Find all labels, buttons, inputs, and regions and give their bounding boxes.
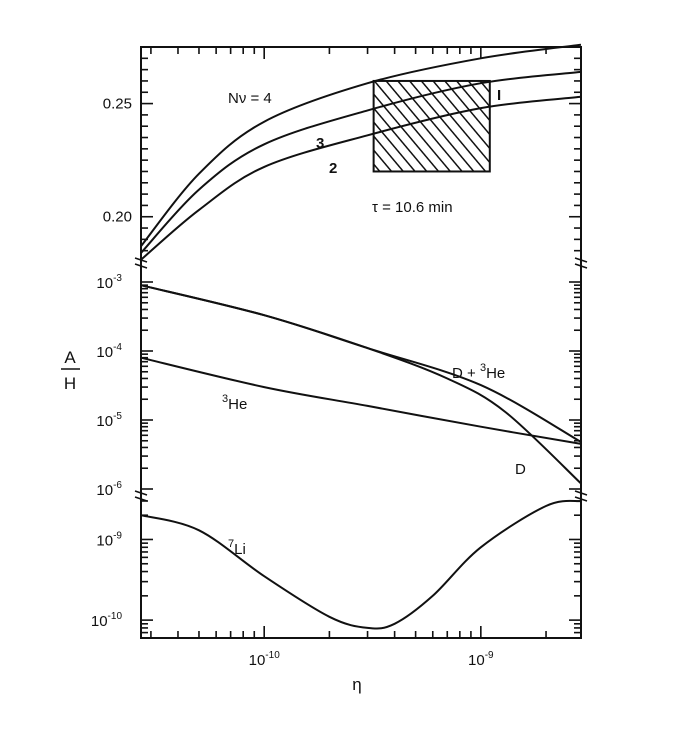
curve-nnu-2 <box>140 95 582 261</box>
x-axis-label: η <box>352 675 361 694</box>
plot-frame <box>140 46 582 639</box>
y-axis-label: A H <box>61 348 80 393</box>
hatched-allowed-region <box>372 79 491 173</box>
label-he3: 3He <box>222 393 247 413</box>
curve-d <box>140 284 582 485</box>
x-tick-labels: 10-10 10-9 <box>249 650 494 669</box>
label-li7: 7Li <box>228 538 246 558</box>
curves <box>140 43 582 630</box>
x-tick-label: 10-9 <box>468 650 494 669</box>
y-tick-label: 10-5 <box>96 411 122 430</box>
label-d: D <box>515 461 526 478</box>
curve-nnu-3 <box>140 70 582 254</box>
y-tick-label: 10-10 <box>91 611 123 630</box>
y-tick-label: 0.20 <box>103 209 132 226</box>
curve-li7 <box>140 499 582 630</box>
label-nnu-4: Nν = 4 <box>228 90 272 107</box>
axis-ticks <box>141 47 581 639</box>
y-tick-labels: 0.20 0.25 10-3 10-4 10-5 10-6 10-9 10-10 <box>91 96 132 631</box>
label-d-plus-he3: D + 3He <box>452 362 505 382</box>
y-axis-label-numerator: A <box>64 348 76 367</box>
label-nnu-3: 3 <box>316 135 324 152</box>
label-region-i: I <box>497 87 501 104</box>
curve-he3 <box>140 356 582 445</box>
curve-nnu-4 <box>140 43 582 247</box>
series-labels: Nν = 4 32 I D + 3He D 3He 7Li <box>222 87 526 558</box>
label-nnu-2: 2 <box>329 160 337 177</box>
y-tick-label: 10-4 <box>96 342 122 361</box>
curve-d-plus-he3 <box>140 284 582 443</box>
y-tick-label: 10-3 <box>96 273 122 292</box>
axis-break-upper <box>134 257 588 269</box>
y-tick-label: 0.25 <box>103 96 132 113</box>
tau-annotation: τ = 10.6 min <box>372 199 453 216</box>
axis-break-lower <box>134 490 588 502</box>
x-tick-label: 10-10 <box>249 650 281 669</box>
y-axis-label-denominator: H <box>64 374 76 393</box>
y-tick-label: 10-9 <box>96 530 122 549</box>
y-tick-label: 10-6 <box>96 480 122 499</box>
